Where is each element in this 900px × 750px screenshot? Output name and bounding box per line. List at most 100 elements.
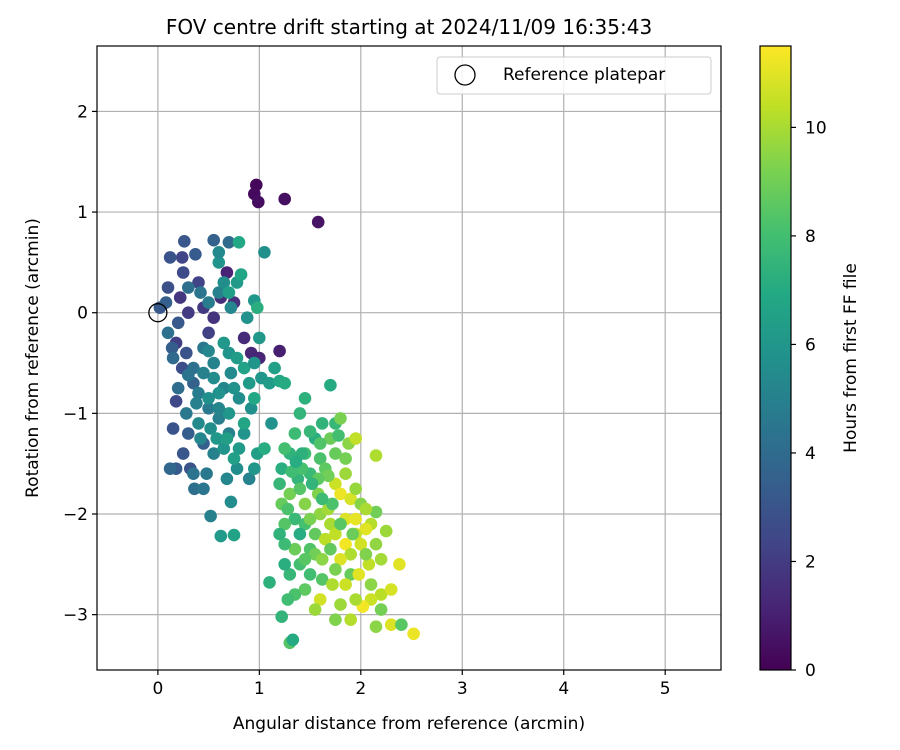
data-point xyxy=(197,366,210,380)
data-point xyxy=(258,442,271,455)
data-point xyxy=(339,578,352,591)
data-point xyxy=(178,235,191,248)
data-point xyxy=(237,361,251,375)
data-point xyxy=(217,276,231,289)
data-point xyxy=(354,537,368,551)
data-point xyxy=(275,462,289,476)
data-point xyxy=(326,578,339,591)
data-point xyxy=(273,477,286,491)
data-point xyxy=(207,371,220,385)
data-point xyxy=(293,527,307,541)
data-point xyxy=(212,256,226,269)
data-point xyxy=(329,527,342,541)
data-point xyxy=(384,618,398,631)
data-point xyxy=(224,495,238,509)
data-point xyxy=(315,417,329,430)
data-point xyxy=(278,558,292,571)
data-point xyxy=(202,402,215,415)
data-point xyxy=(288,512,302,526)
data-point xyxy=(379,524,393,538)
data-point xyxy=(258,246,271,259)
data-point xyxy=(242,376,256,390)
data-point xyxy=(374,603,388,616)
data-point xyxy=(232,392,246,405)
data-point xyxy=(283,487,297,501)
data-point xyxy=(182,306,195,320)
colorbar-tick-label: 10 xyxy=(805,118,827,138)
data-point xyxy=(230,462,244,476)
x-tick-label: 5 xyxy=(660,679,671,699)
reference-platepar-marker xyxy=(148,303,168,323)
data-point xyxy=(315,492,329,506)
data-point xyxy=(281,593,295,606)
data-point xyxy=(242,472,256,486)
data-point xyxy=(334,487,347,501)
data-point xyxy=(227,381,241,395)
data-point xyxy=(182,368,195,382)
data-point xyxy=(250,301,264,315)
data-point xyxy=(251,195,265,209)
data-point xyxy=(263,376,276,390)
data-point xyxy=(322,469,335,483)
data-point xyxy=(207,356,220,370)
data-point xyxy=(187,467,200,481)
data-point xyxy=(171,316,185,330)
data-point xyxy=(234,268,248,281)
data-point xyxy=(305,477,319,491)
colorbar-tick-label: 6 xyxy=(805,335,816,355)
data-point xyxy=(207,311,220,325)
data-point xyxy=(194,432,207,445)
data-point xyxy=(324,378,337,392)
data-point xyxy=(352,568,366,581)
colorbar-ticks: 0 2 4 6 8 10 xyxy=(791,118,827,681)
data-point xyxy=(212,286,226,299)
x-axis-ticks: 0 1 2 3 4 5 xyxy=(152,670,671,699)
data-point xyxy=(202,344,215,358)
data-point xyxy=(212,386,226,400)
data-point xyxy=(220,472,234,486)
data-point xyxy=(190,397,203,410)
data-point xyxy=(237,417,251,430)
data-point xyxy=(315,573,329,586)
data-point xyxy=(278,537,292,551)
data-point xyxy=(293,482,307,496)
data-point xyxy=(248,356,261,370)
data-point xyxy=(252,331,266,345)
data-point xyxy=(159,296,173,309)
data-point xyxy=(248,392,261,405)
plot-frame xyxy=(96,45,722,671)
data-point xyxy=(248,462,261,476)
data-point xyxy=(278,517,292,531)
data-point xyxy=(222,407,236,420)
data-point xyxy=(273,527,286,541)
x-tick-label: 0 xyxy=(152,679,163,699)
y-tick-label: −1 xyxy=(63,404,88,424)
data-point xyxy=(339,537,352,551)
data-point xyxy=(334,553,347,566)
data-point xyxy=(293,407,307,420)
data-point xyxy=(298,392,312,405)
data-points xyxy=(153,178,420,650)
data-point xyxy=(166,422,180,435)
x-tick-label: 3 xyxy=(457,679,468,699)
data-point xyxy=(180,346,193,360)
data-point xyxy=(283,568,297,581)
data-point xyxy=(220,266,234,279)
data-point xyxy=(303,568,317,581)
data-point xyxy=(329,447,342,460)
plot-area: 0 1 2 3 4 5 −3 −2 −1 0 1 2 xyxy=(63,45,722,699)
data-point xyxy=(163,251,177,264)
y-tick-label: 2 xyxy=(77,102,88,122)
data-point xyxy=(194,286,207,299)
data-point xyxy=(288,542,302,556)
colorbar: 0 2 4 6 8 10 Hours from first FF file xyxy=(759,45,861,681)
data-point xyxy=(329,613,342,626)
data-point xyxy=(237,427,251,440)
data-point xyxy=(212,246,226,259)
y-tick-label: −2 xyxy=(63,505,88,525)
data-point xyxy=(163,462,177,476)
data-point xyxy=(244,402,258,415)
data-point xyxy=(349,593,363,606)
data-point xyxy=(207,233,220,247)
